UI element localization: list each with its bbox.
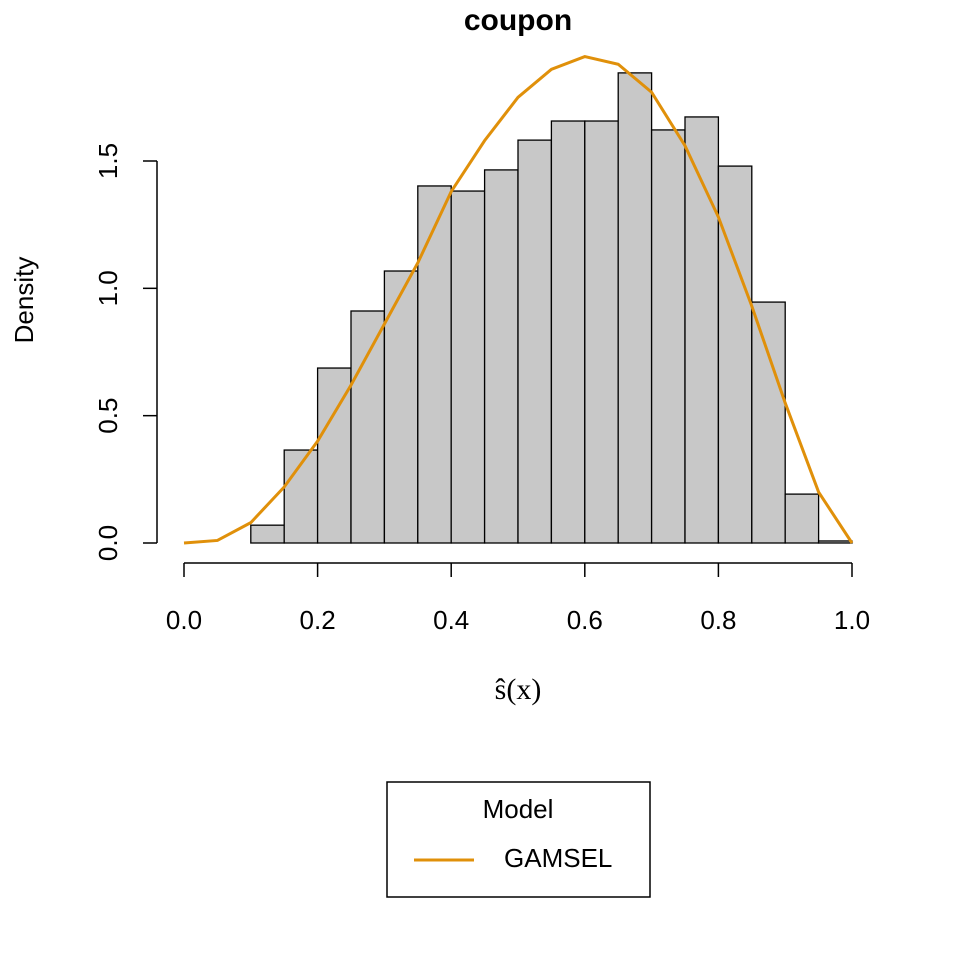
- x-tick-label: 0.8: [700, 605, 736, 635]
- x-tick-label: 1.0: [834, 605, 870, 635]
- bar: [483, 169, 519, 544]
- bar: [817, 540, 853, 544]
- x-tick-label: 0.4: [433, 605, 469, 635]
- y-tick-label: 0.0: [93, 525, 123, 561]
- x-tick-label: 0.2: [300, 605, 336, 635]
- x-tick-label: 0.0: [166, 605, 202, 635]
- density-line: [183, 55, 854, 545]
- legend-label: GAMSEL: [504, 843, 612, 873]
- bar: [517, 139, 553, 544]
- bar: [784, 493, 820, 544]
- y-tick-label: 1.5: [93, 143, 123, 179]
- x-axis-label: ŝ(x): [495, 673, 542, 706]
- bar: [717, 165, 753, 544]
- bar: [350, 310, 386, 544]
- bar: [450, 190, 486, 544]
- bar: [550, 120, 586, 544]
- bar: [650, 129, 686, 544]
- bar: [684, 116, 720, 544]
- bar: [383, 270, 419, 544]
- bar: [250, 524, 285, 544]
- chart-title: coupon: [464, 4, 572, 37]
- bar: [617, 72, 653, 544]
- legend-title: Model: [483, 794, 554, 824]
- bar: [751, 301, 786, 544]
- y-tick-label: 1.0: [93, 270, 123, 306]
- y-tick-label: 0.5: [93, 398, 123, 434]
- bar: [584, 120, 619, 544]
- x-tick-label: 0.6: [567, 605, 603, 635]
- y-axis-label: Density: [9, 257, 39, 344]
- legend-box: [386, 781, 651, 898]
- bar: [417, 185, 452, 544]
